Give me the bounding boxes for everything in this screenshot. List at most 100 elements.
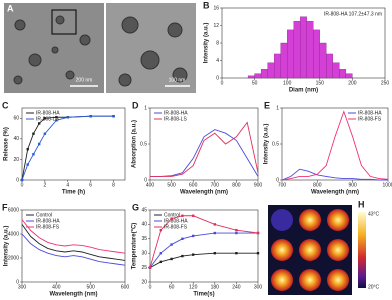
x-tick-label: 240 bbox=[232, 284, 241, 290]
point bbox=[112, 115, 115, 118]
point bbox=[213, 252, 216, 255]
series-line bbox=[281, 110, 389, 181]
panel-label: B bbox=[203, 0, 210, 10]
hist-bar bbox=[300, 16, 307, 79]
chart: D 400 500 600 700 800 900 0 0.5 1 Wavelength (nm) A… bbox=[132, 100, 263, 195]
point bbox=[235, 231, 238, 235]
y-tick-label: 2000 bbox=[8, 255, 19, 261]
x-tick-label: 600 bbox=[189, 182, 198, 188]
y-tick-label: 8 bbox=[216, 40, 219, 46]
y-tick-label: 40 bbox=[141, 222, 147, 228]
zoom-box bbox=[51, 9, 77, 35]
legend-label: IR-808-HA bbox=[36, 110, 60, 116]
y-axis-label: Release (%) bbox=[4, 127, 10, 161]
x-tick-label: 700 bbox=[278, 182, 287, 188]
point bbox=[43, 132, 47, 135]
x-tick-label: 100 bbox=[283, 80, 292, 86]
hist-bar bbox=[339, 69, 347, 79]
series-line bbox=[281, 168, 388, 181]
x-tick-label: 0 bbox=[221, 80, 224, 86]
legend-label: IR-808-HA bbox=[164, 218, 188, 224]
point bbox=[26, 147, 29, 151]
series-line bbox=[149, 215, 259, 268]
x-axis-label: Time(s) bbox=[193, 292, 214, 298]
hist-bar bbox=[313, 29, 320, 79]
x-tick-label: 180 bbox=[211, 284, 220, 290]
legend-label: Control bbox=[164, 212, 180, 218]
point bbox=[235, 252, 238, 255]
x-tick-label: 900 bbox=[348, 182, 357, 188]
panel-h: 43°C 20°C H bbox=[268, 199, 380, 295]
point bbox=[89, 115, 92, 118]
y-tick-label: 60 bbox=[13, 116, 19, 122]
x-axis-label: Wavelength (nm) bbox=[180, 190, 228, 196]
point bbox=[181, 237, 184, 240]
particles bbox=[13, 15, 188, 87]
point bbox=[55, 116, 58, 119]
panel-label: E bbox=[264, 100, 270, 110]
y-tick-label: 30 bbox=[141, 251, 147, 257]
point bbox=[26, 163, 29, 166]
hist-bar bbox=[267, 62, 275, 79]
scale-label: 200 nm bbox=[76, 77, 93, 83]
x-tick-label: 0 bbox=[21, 182, 24, 188]
point bbox=[159, 252, 162, 255]
plot-frame bbox=[21, 107, 126, 181]
x-tick-label: 800 bbox=[313, 182, 322, 188]
hist-bar bbox=[332, 62, 340, 79]
point bbox=[37, 122, 41, 125]
legend-label: Control bbox=[36, 212, 52, 218]
x-tick-label: 500 bbox=[167, 182, 176, 188]
x-tick-label: 900 bbox=[254, 182, 263, 188]
point bbox=[213, 231, 216, 235]
legend-label: IR-808-LS bbox=[36, 116, 59, 122]
hist-bar bbox=[287, 29, 294, 79]
scale-label: 100 nm bbox=[169, 77, 186, 83]
panel-label: G bbox=[132, 202, 139, 212]
panel-label: H bbox=[358, 199, 365, 209]
y-tick-label: 40 bbox=[13, 136, 19, 142]
point bbox=[256, 252, 260, 255]
legend-label: IR-808-HA bbox=[358, 110, 382, 116]
x-tick-label: 4 bbox=[66, 182, 69, 188]
legend-label: IR-808-FS bbox=[36, 224, 60, 230]
point bbox=[159, 228, 162, 232]
color-bar bbox=[358, 212, 366, 288]
y-tick-label: 25 bbox=[141, 265, 147, 271]
hist-bar bbox=[274, 53, 281, 79]
x-tick-label: 600 bbox=[121, 284, 130, 290]
series-line bbox=[21, 115, 114, 181]
y-tick-label: 0 bbox=[276, 177, 279, 183]
x-tick-label: 0 bbox=[149, 284, 152, 290]
x-tick-label: 120 bbox=[189, 284, 198, 290]
legend-label: IR-808-LS bbox=[164, 116, 187, 122]
x-tick-label: 6 bbox=[89, 182, 92, 188]
x-tick-label: 500 bbox=[86, 284, 95, 290]
point bbox=[159, 260, 162, 264]
x-axis-label: Diam (nm) bbox=[289, 88, 318, 94]
point bbox=[37, 142, 41, 146]
point bbox=[170, 257, 173, 261]
point bbox=[192, 234, 195, 238]
hist-bar bbox=[293, 20, 301, 79]
y-tick-label: 45 bbox=[141, 207, 147, 213]
y-tick-label: 4000 bbox=[8, 231, 19, 237]
series-line bbox=[150, 121, 259, 177]
y-tick-label: 0 bbox=[144, 177, 147, 183]
y-tick-label: 20 bbox=[13, 157, 19, 163]
point bbox=[32, 153, 35, 156]
panel-label: A bbox=[7, 3, 14, 13]
x-axis-label: Wavelength (nm) bbox=[311, 190, 359, 196]
point bbox=[170, 243, 173, 246]
y-tick-label: 35 bbox=[141, 236, 147, 242]
panel-label: C bbox=[2, 100, 9, 110]
thermal-wells bbox=[271, 209, 349, 291]
x-tick-label: 60 bbox=[169, 284, 175, 290]
chart: C 0 2 4 6 8 0 20 40 60 Time (h) Release (%) IR-808-H… bbox=[2, 100, 126, 196]
point bbox=[148, 266, 152, 269]
hist-bar bbox=[247, 75, 255, 79]
plot-frame bbox=[149, 209, 259, 283]
hist-bar bbox=[280, 42, 288, 79]
